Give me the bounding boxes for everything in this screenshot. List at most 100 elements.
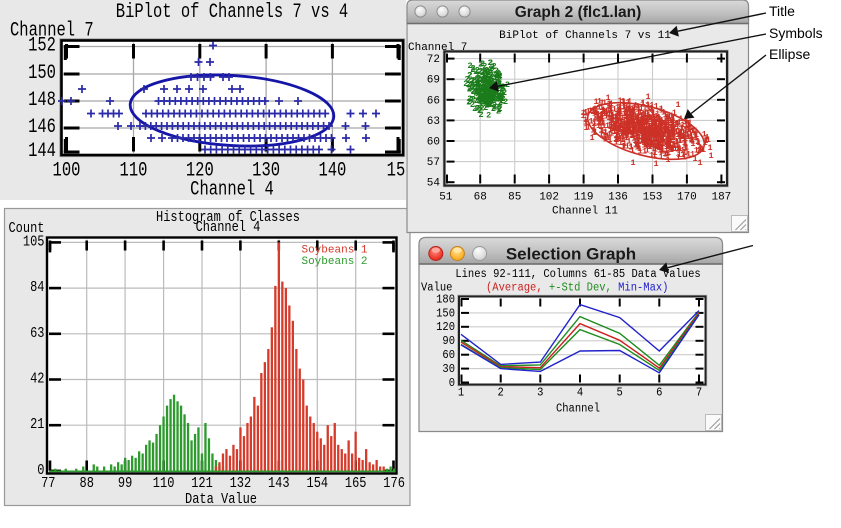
- svg-text:1: 1: [645, 114, 650, 124]
- svg-text:2: 2: [484, 96, 489, 106]
- svg-text:15: 15: [387, 160, 406, 182]
- svg-text:2: 2: [496, 69, 501, 79]
- svg-text:1: 1: [687, 120, 692, 130]
- svg-text:1: 1: [696, 138, 701, 148]
- svg-text:1: 1: [623, 129, 628, 139]
- svg-text:60: 60: [442, 350, 455, 363]
- svg-text:2: 2: [475, 85, 480, 95]
- svg-text:1: 1: [656, 124, 661, 134]
- svg-text:1: 1: [676, 153, 681, 163]
- svg-text:2: 2: [489, 97, 494, 107]
- svg-text:1: 1: [683, 141, 688, 151]
- svg-text:2: 2: [482, 88, 487, 98]
- svg-text:2: 2: [474, 87, 479, 97]
- svg-text:2: 2: [485, 67, 490, 77]
- svg-text:2: 2: [493, 69, 498, 79]
- svg-text:1: 1: [644, 114, 649, 124]
- svg-text:1: 1: [657, 145, 662, 155]
- svg-text:1: 1: [630, 117, 635, 127]
- svg-text:1: 1: [690, 126, 695, 136]
- svg-text:1: 1: [666, 124, 671, 134]
- svg-text:1: 1: [660, 118, 665, 128]
- svg-text:2: 2: [483, 77, 488, 87]
- svg-text:1: 1: [657, 115, 662, 125]
- svg-text:1: 1: [654, 139, 659, 149]
- svg-text:1: 1: [674, 137, 679, 147]
- svg-text:2: 2: [498, 98, 503, 108]
- svg-text:1: 1: [661, 127, 666, 137]
- svg-text:1: 1: [645, 139, 650, 149]
- svg-text:1: 1: [657, 131, 662, 141]
- svg-text:1: 1: [626, 117, 631, 127]
- svg-text:1: 1: [596, 119, 601, 129]
- svg-text:1: 1: [602, 109, 607, 119]
- svg-text:1: 1: [602, 106, 607, 116]
- svg-text:1: 1: [675, 145, 680, 155]
- svg-text:1: 1: [631, 130, 636, 140]
- svg-text:1: 1: [650, 109, 655, 119]
- svg-text:2: 2: [483, 76, 488, 86]
- svg-text:1: 1: [637, 146, 642, 156]
- svg-text:2: 2: [488, 86, 493, 96]
- svg-text:170: 170: [677, 192, 697, 204]
- svg-text:1: 1: [655, 139, 660, 149]
- svg-text:2: 2: [469, 80, 474, 90]
- svg-text:1: 1: [676, 143, 681, 153]
- svg-text:2: 2: [465, 75, 470, 85]
- svg-text:2: 2: [493, 91, 498, 101]
- svg-text:1: 1: [651, 115, 656, 125]
- svg-text:2: 2: [483, 86, 488, 96]
- svg-text:1: 1: [664, 122, 669, 132]
- svg-text:1: 1: [617, 112, 622, 122]
- svg-text:1: 1: [592, 119, 597, 129]
- svg-text:2: 2: [476, 87, 481, 97]
- svg-text:1: 1: [665, 149, 670, 159]
- svg-text:1: 1: [680, 146, 685, 156]
- svg-text:1: 1: [649, 123, 654, 133]
- svg-text:1: 1: [645, 117, 650, 127]
- svg-text:1: 1: [635, 143, 640, 153]
- svg-text:1: 1: [654, 142, 659, 152]
- svg-text:144: 144: [28, 140, 56, 162]
- svg-text:1: 1: [625, 127, 630, 137]
- svg-text:1: 1: [669, 123, 674, 133]
- svg-text:1: 1: [622, 127, 627, 137]
- svg-text:1: 1: [651, 134, 656, 144]
- svg-text:1: 1: [664, 112, 669, 122]
- svg-text:1: 1: [654, 129, 659, 139]
- svg-text:1: 1: [627, 120, 632, 130]
- svg-text:1: 1: [677, 150, 682, 160]
- svg-text:2: 2: [467, 83, 472, 93]
- svg-text:1: 1: [668, 144, 673, 154]
- svg-text:1: 1: [650, 125, 655, 135]
- svg-text:1: 1: [632, 103, 637, 113]
- svg-text:105: 105: [23, 234, 45, 250]
- svg-text:1: 1: [658, 124, 663, 134]
- svg-text:152: 152: [28, 35, 56, 57]
- svg-text:2: 2: [498, 92, 503, 102]
- svg-text:1: 1: [634, 116, 639, 126]
- svg-text:1: 1: [638, 118, 643, 128]
- svg-text:1: 1: [665, 116, 670, 126]
- svg-text:2: 2: [490, 87, 495, 97]
- svg-text:1: 1: [621, 117, 626, 127]
- svg-text:1: 1: [643, 116, 648, 126]
- svg-text:1: 1: [655, 140, 660, 150]
- svg-text:1: 1: [642, 113, 647, 123]
- svg-text:2: 2: [478, 91, 483, 101]
- svg-text:Data Value: Data Value: [185, 492, 257, 508]
- svg-text:1: 1: [636, 114, 641, 124]
- svg-text:1: 1: [583, 123, 588, 133]
- svg-text:57: 57: [427, 157, 440, 169]
- svg-text:1: 1: [672, 125, 677, 135]
- svg-text:150: 150: [28, 62, 56, 84]
- svg-text:72: 72: [427, 54, 440, 66]
- svg-text:1: 1: [600, 112, 605, 122]
- svg-text:1: 1: [639, 111, 644, 121]
- svg-text:1: 1: [621, 97, 626, 107]
- svg-text:1: 1: [634, 113, 639, 123]
- svg-text:1: 1: [627, 125, 632, 135]
- svg-text:1: 1: [638, 119, 643, 129]
- svg-text:1: 1: [638, 126, 643, 136]
- svg-text:2: 2: [490, 93, 495, 103]
